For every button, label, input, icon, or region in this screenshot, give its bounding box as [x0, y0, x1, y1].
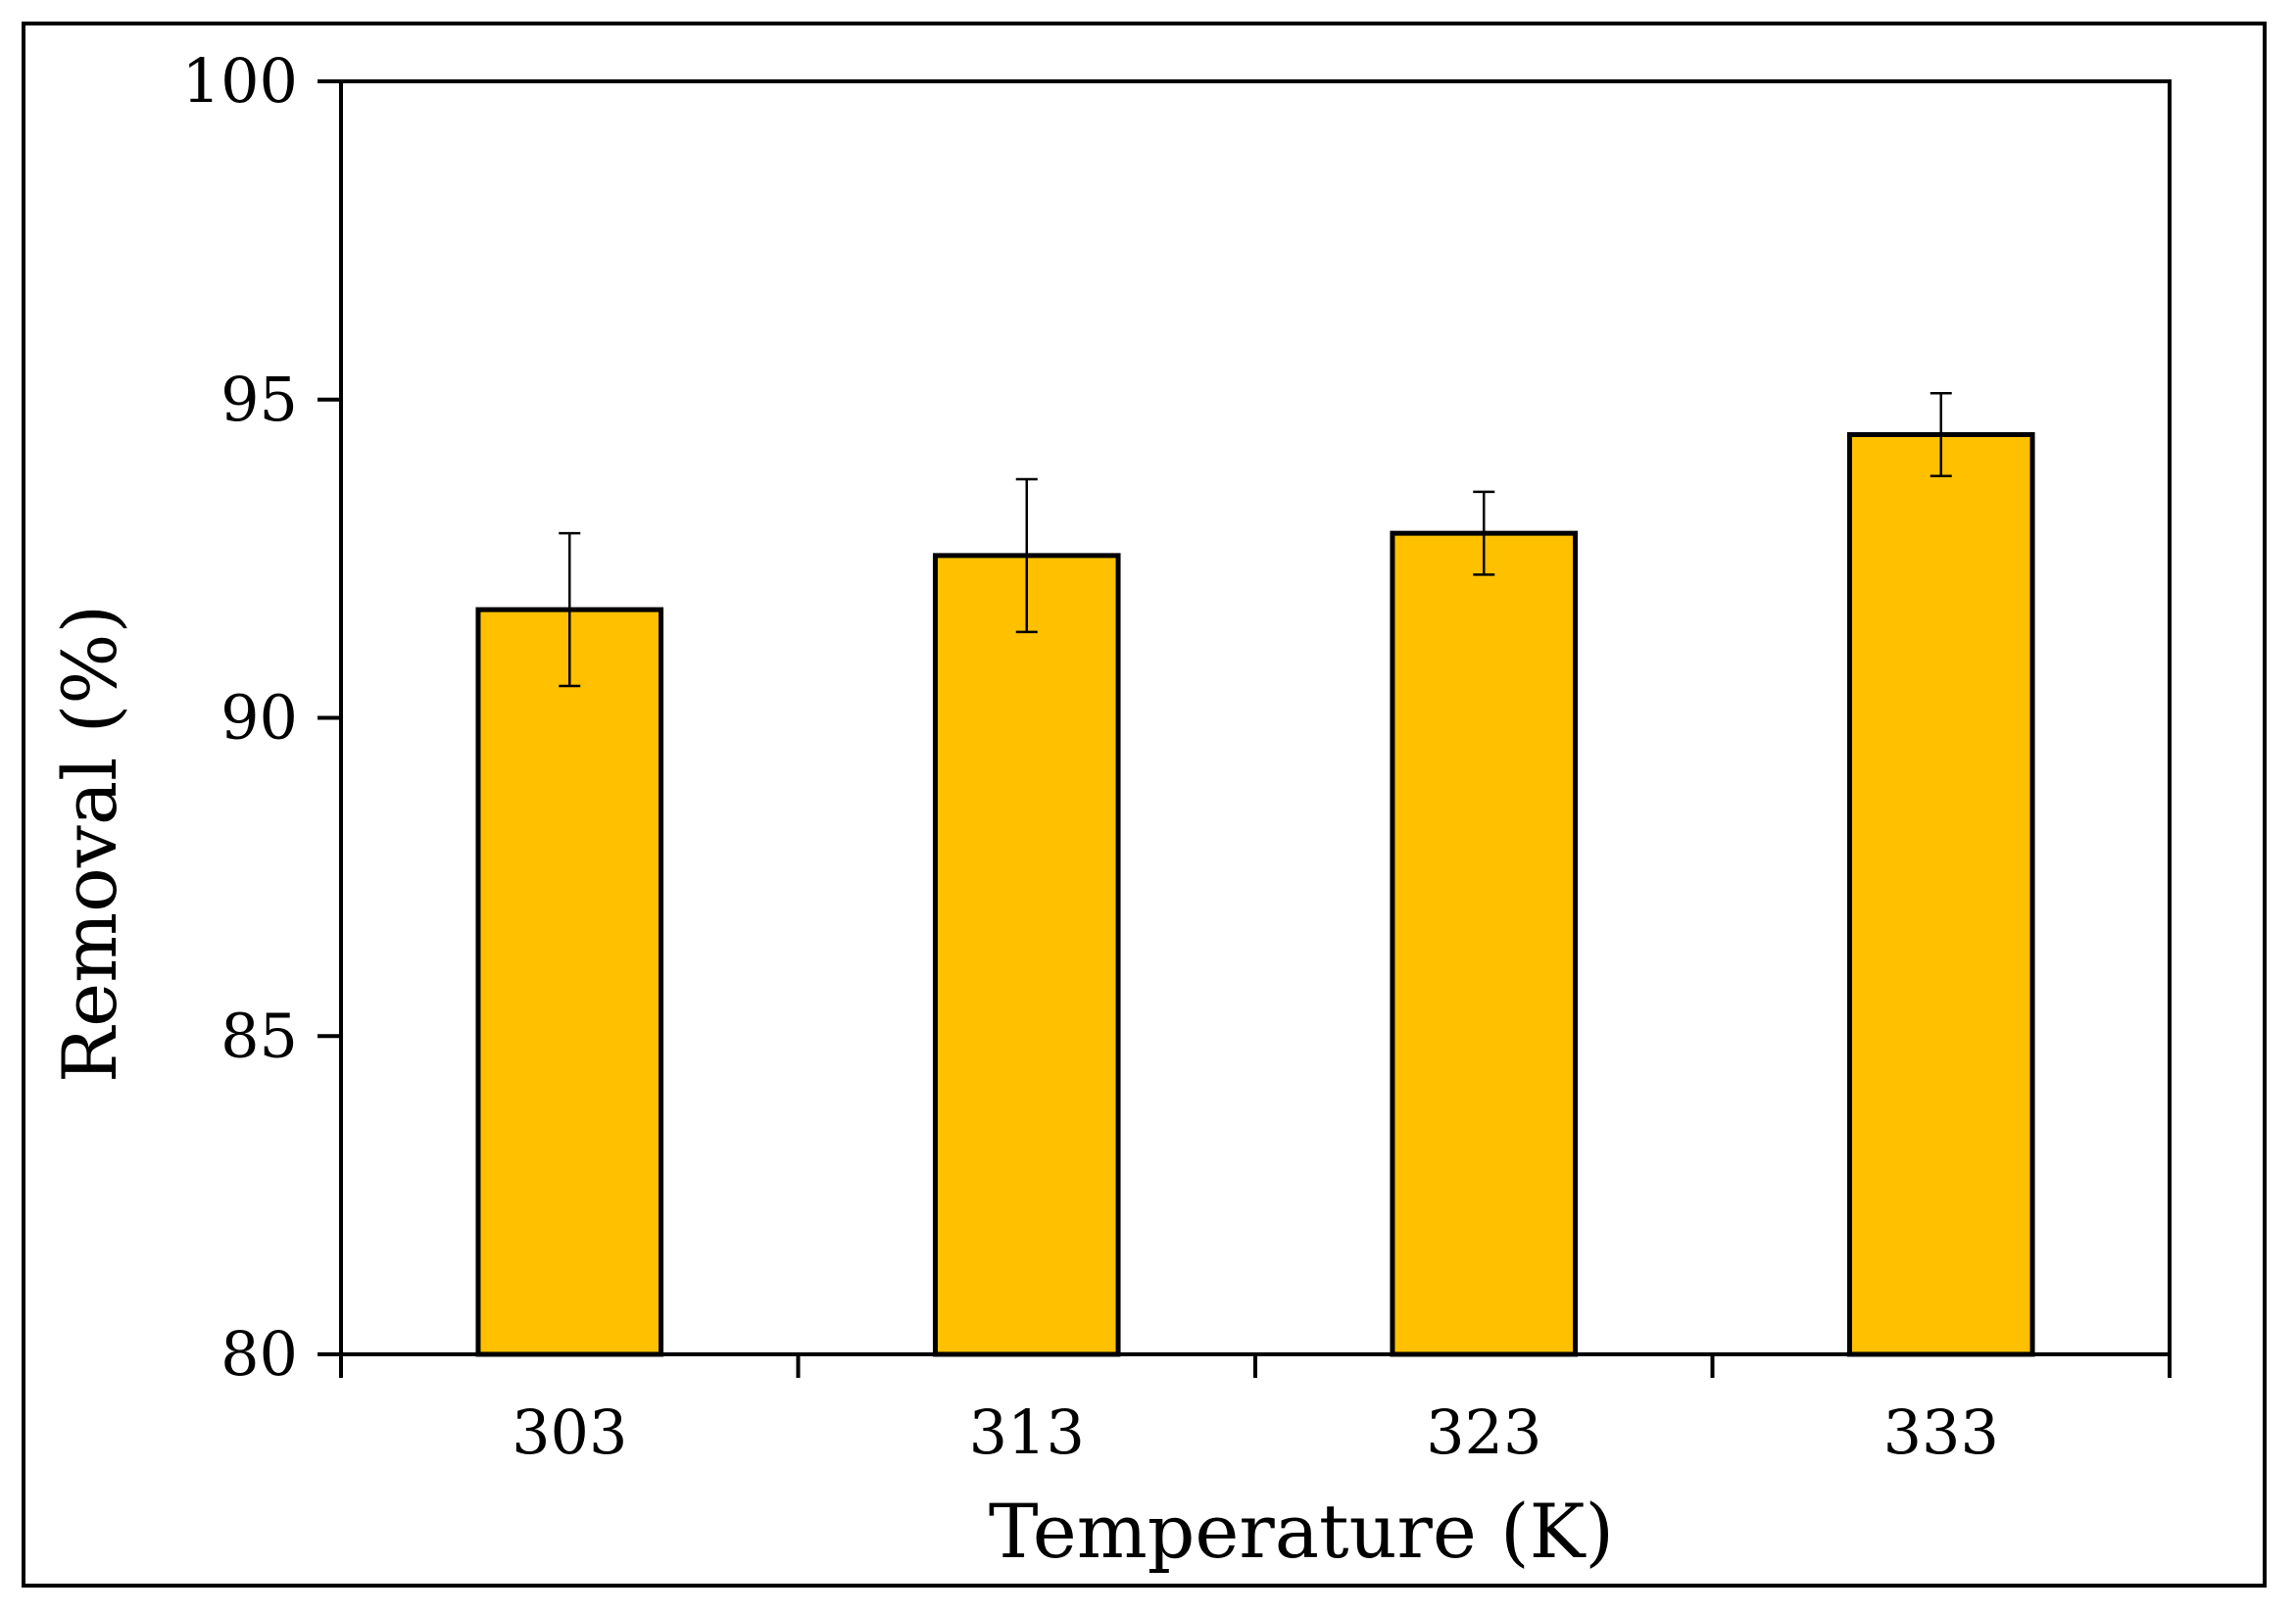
x-tick-label: 333 — [1883, 1396, 1999, 1468]
x-axis-title: Temperature (K) — [989, 1488, 1614, 1575]
x-tick-label: 313 — [969, 1396, 1085, 1468]
y-tick-label: 90 — [220, 682, 298, 754]
chart-frame: 80 85 90 95 100 303 313 323 333 Removal (%) Temp… — [22, 22, 2267, 1588]
x-tick-label: 323 — [1426, 1396, 1541, 1468]
y-tick-label: 80 — [220, 1318, 298, 1390]
y-tick-label: 100 — [182, 45, 298, 117]
y-tick-label: 85 — [220, 1000, 298, 1071]
y-tick-label: 95 — [220, 364, 298, 435]
bar — [932, 553, 1121, 1357]
bar — [1846, 431, 2035, 1357]
bar-chart: 80 85 90 95 100 303 313 323 333 Removal (%) Temp… — [46, 45, 2172, 1575]
y-axis-title: Removal (%) — [46, 605, 133, 1083]
x-tick-label: 303 — [512, 1396, 627, 1468]
bar — [1390, 530, 1579, 1357]
bar — [475, 607, 664, 1357]
